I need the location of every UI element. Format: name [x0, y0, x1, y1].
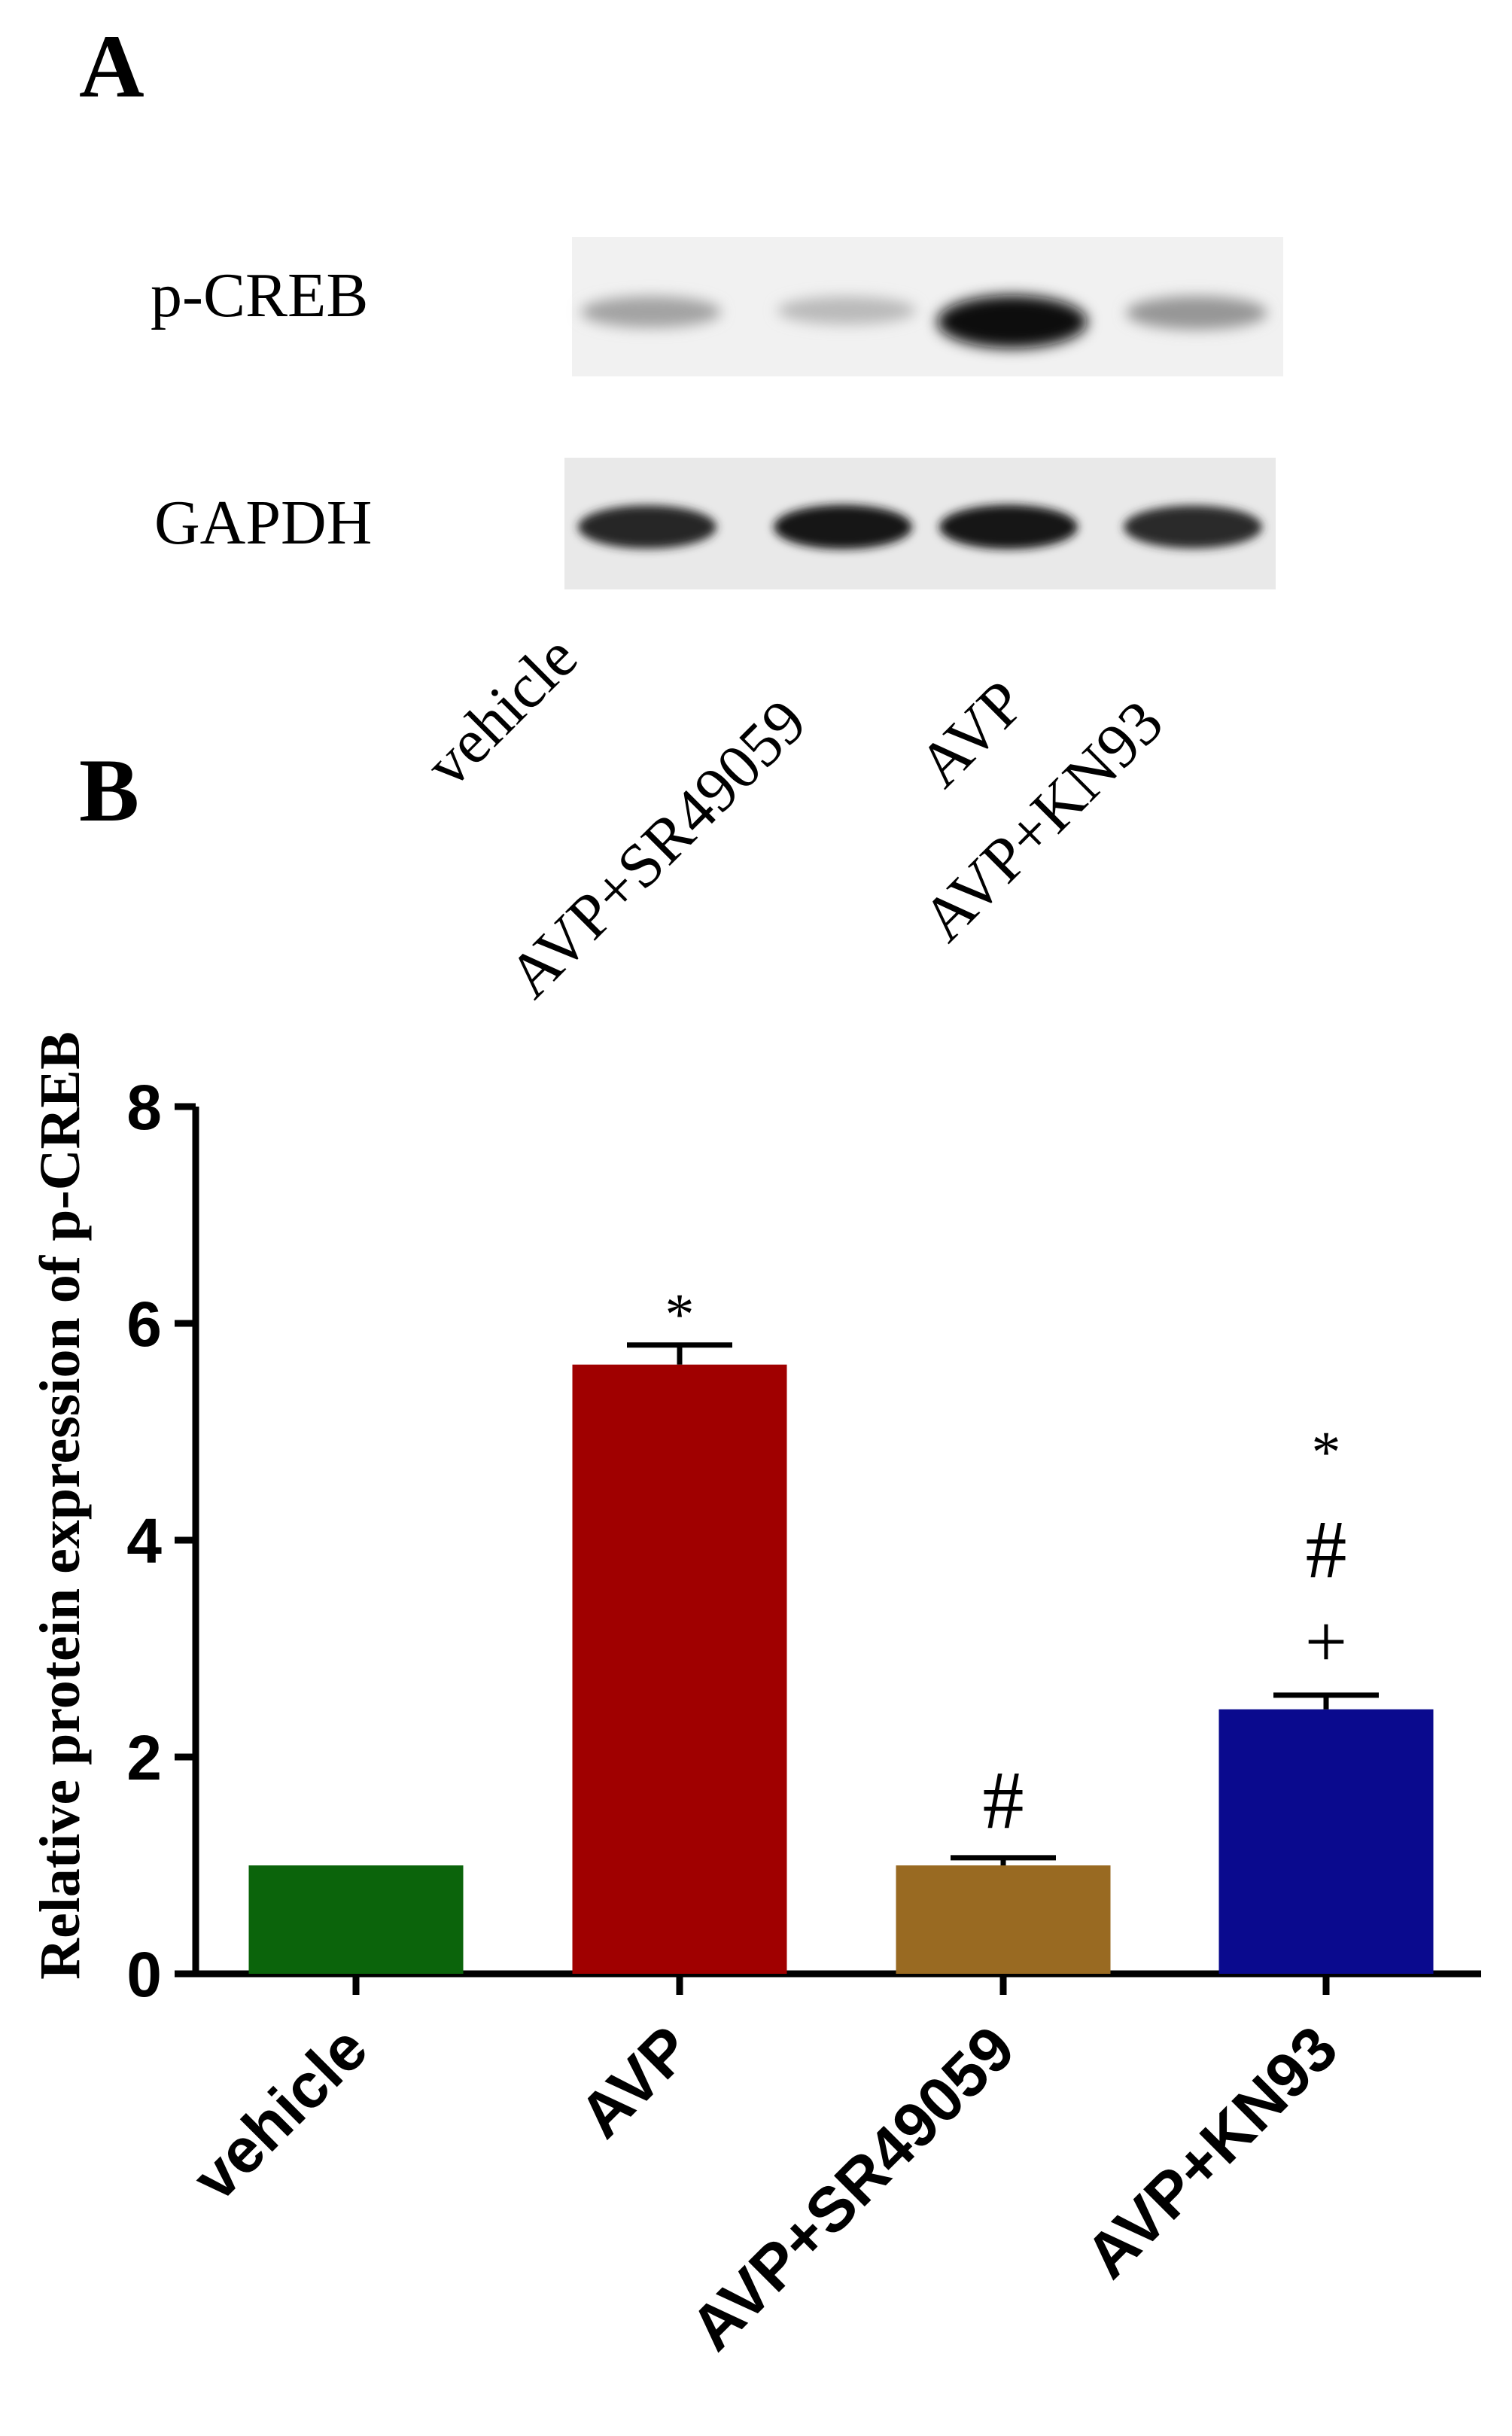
x-tick-label-vehicle: vehicle	[179, 2012, 381, 2214]
y-tick-label: 2	[126, 1722, 162, 1793]
x-tick-label-avp: AVP	[566, 2012, 704, 2151]
bar-vehicle	[248, 1865, 464, 1974]
gapdh-band-avp	[939, 504, 1078, 550]
pcreb-band-avp-sr49059	[777, 296, 917, 325]
significance-marker-avp-kn93: *	[1312, 1419, 1341, 1484]
x-tick-label-avp-sr49059: AVP+SR49059	[677, 2012, 1028, 2364]
y-tick-label: 0	[126, 1939, 162, 2010]
western-blot-gapdh	[564, 458, 1276, 589]
significance-marker-avp-kn93: #	[1306, 1503, 1347, 1595]
y-tick-label: 6	[126, 1289, 162, 1360]
pcreb-band-avp-kn93	[1126, 296, 1267, 330]
blot-lane-label-vehicle: vehicle	[412, 622, 591, 800]
significance-marker-avp-kn93: +	[1305, 1600, 1347, 1683]
bar-avp-kn93	[1218, 1709, 1434, 1974]
significance-marker-avp: *	[665, 1281, 695, 1347]
gapdh-band-vehicle	[578, 505, 716, 549]
pcreb-bands	[580, 295, 1267, 349]
bar-avp-sr49059	[896, 1865, 1111, 1974]
western-blot-pcreb	[572, 237, 1283, 376]
y-axis-title: Relative protein expression of p-CREB	[29, 1031, 92, 1980]
gapdh-band-avp-sr49059	[774, 504, 912, 550]
y-tick-label: 8	[126, 1072, 162, 1143]
x-tick-label-avp-kn93: AVP+KN93	[1072, 2012, 1351, 2291]
blot-row-label-pcreb: p-CREB	[151, 260, 368, 330]
blot-row-label-gapdh: GAPDH	[154, 488, 372, 558]
gapdh-bands	[578, 504, 1262, 550]
gapdh-band-avp-kn93	[1124, 505, 1262, 549]
blot-lane-label-avp: AVP	[905, 668, 1039, 801]
pcreb-band-vehicle	[580, 296, 722, 328]
y-tick-label: 4	[126, 1506, 162, 1576]
significance-marker-avp-sr49059: #	[983, 1754, 1024, 1846]
pcreb-band-avp	[937, 295, 1088, 349]
bar-avp	[572, 1364, 787, 1974]
blot-lane-label-avp-sr49059: AVP+SR49059	[495, 687, 820, 1012]
panel-b-label: B	[79, 740, 139, 840]
panel-a-label: A	[79, 16, 145, 116]
